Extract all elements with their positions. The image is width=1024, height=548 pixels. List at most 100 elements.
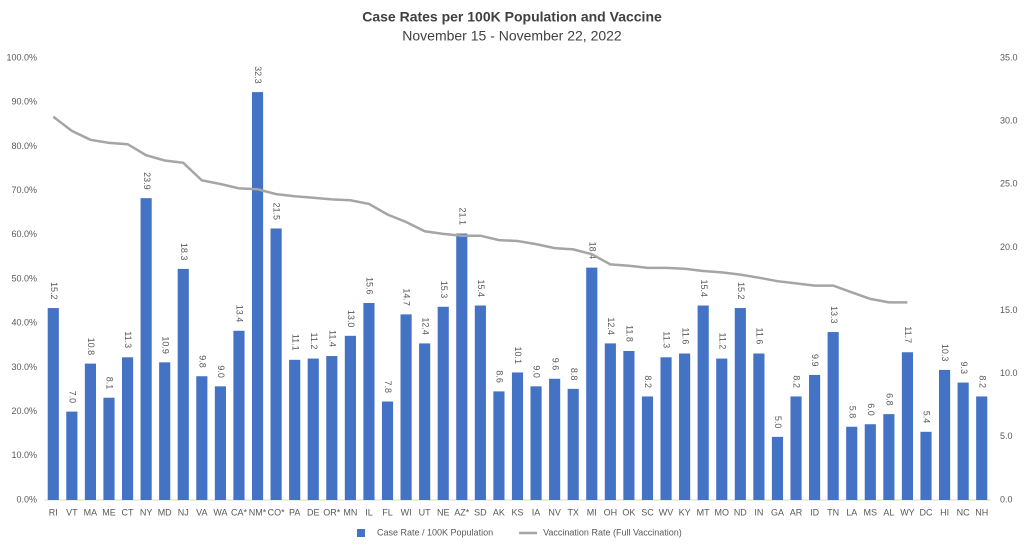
- x-tick-label: MI: [587, 507, 597, 517]
- bar: [400, 314, 412, 500]
- bar: [771, 436, 784, 500]
- data-label: 5.4: [922, 411, 932, 424]
- y2-tick-label: 30.0: [1000, 116, 1018, 126]
- x-tick-label: NJ: [178, 507, 189, 517]
- x-tick-label: OK: [622, 507, 635, 517]
- bar: [381, 401, 394, 500]
- x-tick-label: ID: [810, 507, 820, 517]
- bar: [697, 305, 709, 500]
- x-tick-label: WA: [213, 507, 227, 517]
- x-tick-label: LA: [846, 507, 857, 517]
- x-tick-label: CO*: [268, 507, 286, 517]
- data-label: 9.0: [532, 365, 542, 378]
- y-tick-label: 0.0%: [16, 494, 37, 504]
- data-label: 14.7: [402, 288, 412, 306]
- bar: [289, 359, 301, 500]
- data-label: 13.4: [235, 305, 245, 323]
- data-label: 11.7: [903, 326, 913, 343]
- bar: [604, 343, 616, 500]
- bar: [474, 305, 486, 500]
- x-tick-label: NM*: [249, 507, 267, 517]
- x-tick-label: KY: [679, 507, 691, 517]
- bar: [883, 414, 895, 500]
- data-label: 21.5: [272, 202, 282, 220]
- x-tick-label: WI: [401, 507, 412, 517]
- data-label: 12.4: [420, 317, 430, 335]
- data-label: 8.2: [792, 375, 802, 388]
- bar: [177, 268, 189, 500]
- x-tick-label: VA: [196, 507, 207, 517]
- bar: [641, 396, 654, 500]
- bar: [976, 396, 988, 500]
- x-tick-label: OR*: [323, 507, 341, 517]
- data-label: 15.4: [476, 280, 486, 298]
- bar: [214, 386, 226, 500]
- bar: [957, 382, 969, 500]
- data-label: 23.9: [142, 172, 152, 190]
- data-label: 7.8: [383, 380, 393, 393]
- bar: [344, 335, 356, 500]
- bar: [809, 374, 821, 500]
- x-tick-label: AK: [493, 507, 505, 517]
- data-label: 21.1: [457, 208, 467, 226]
- bar: [363, 302, 375, 500]
- y-tick-label: 60.0%: [11, 229, 37, 239]
- data-label: 15.3: [439, 281, 449, 299]
- y2-tick-label: 25.0: [1000, 179, 1018, 189]
- data-label: 11.3: [662, 331, 672, 348]
- bar: [864, 424, 876, 500]
- data-label: 11.2: [309, 333, 319, 350]
- legend-label: Case Rate / 100K Population: [377, 527, 493, 537]
- bar: [920, 431, 932, 500]
- data-label: 10.9: [160, 336, 170, 354]
- data-label: 10.8: [86, 338, 96, 356]
- data-label: 5.8: [847, 406, 857, 419]
- data-label: 8.6: [495, 370, 505, 383]
- y-tick-label: 20.0%: [11, 406, 37, 416]
- x-tick-label: TN: [827, 507, 839, 517]
- y-tick-label: 30.0%: [11, 362, 37, 372]
- bar: [790, 396, 802, 500]
- x-tick-label: GA: [771, 507, 784, 517]
- bar: [437, 306, 449, 500]
- data-label: 8.2: [643, 375, 653, 388]
- bar: [307, 358, 319, 500]
- y2-tick-label: 15.0: [1000, 305, 1018, 315]
- x-tick-label: NV: [548, 507, 561, 517]
- bar: [419, 343, 431, 500]
- x-tick-label: MD: [158, 507, 172, 517]
- bar: [251, 92, 264, 501]
- y2-tick-label: 5.0: [1000, 431, 1013, 441]
- bar: [660, 357, 672, 500]
- x-tick-label: KS: [511, 507, 523, 517]
- x-tick-label: MS: [864, 507, 878, 517]
- x-tick-label: WY: [900, 507, 915, 517]
- bar: [121, 357, 134, 500]
- bar: [196, 376, 208, 500]
- x-tick-label: ME: [102, 507, 116, 517]
- y-tick-label: 40.0%: [11, 318, 37, 328]
- x-tick-label: PA: [289, 507, 300, 517]
- bar: [511, 372, 524, 500]
- chart-subtitle: November 15 - November 22, 2022: [402, 28, 622, 44]
- bar: [586, 267, 598, 500]
- x-tick-label: UT: [419, 507, 431, 517]
- x-tick-label: AR: [790, 507, 803, 517]
- x-tick-label: AL: [883, 507, 894, 517]
- x-tick-label: WV: [659, 507, 674, 517]
- data-label: 13.0: [346, 310, 356, 328]
- x-tick-label: SD: [474, 507, 487, 517]
- data-label: 11.6: [755, 328, 765, 345]
- bar: [939, 369, 951, 500]
- bar: [493, 391, 505, 500]
- data-label: 9.8: [197, 355, 207, 368]
- data-label: 18.3: [179, 243, 189, 261]
- bar: [159, 362, 171, 500]
- line: [52, 115, 908, 304]
- bar: [233, 330, 245, 500]
- x-tick-label: NE: [437, 507, 450, 517]
- y-tick-label: 80.0%: [11, 141, 37, 151]
- data-label: 8.8: [569, 368, 579, 381]
- data-label: 9.9: [810, 354, 820, 367]
